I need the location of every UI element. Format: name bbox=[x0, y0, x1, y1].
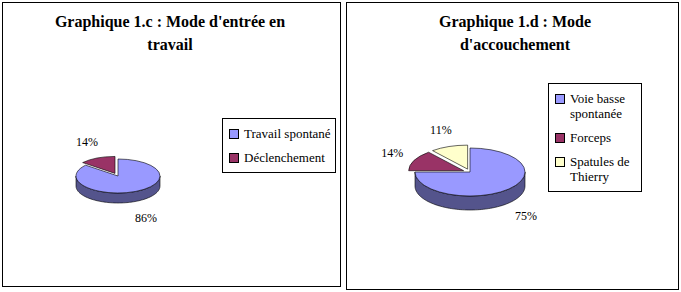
data-label: 11% bbox=[430, 123, 452, 137]
data-label: 14% bbox=[76, 135, 98, 149]
legend: Voie basse spontanée Forceps Spatules de T… bbox=[548, 83, 642, 192]
legend-swatch bbox=[229, 129, 239, 139]
panel-frame bbox=[347, 3, 679, 290]
legend-swatch bbox=[229, 153, 239, 163]
data-label: 86% bbox=[135, 211, 157, 225]
legend-item: Travail spontané bbox=[229, 126, 331, 141]
legend-swatch bbox=[555, 133, 565, 143]
legend-label: Travail spontané bbox=[244, 126, 331, 141]
legend-label: Déclenchement bbox=[244, 150, 325, 165]
pie-slice bbox=[83, 156, 115, 173]
legend-item: Forceps bbox=[555, 130, 637, 145]
panel-frame bbox=[3, 3, 341, 287]
legend-swatch bbox=[555, 157, 565, 167]
chart-title: Graphique 1.d : Mode d'accouchement bbox=[400, 10, 630, 56]
legend-item: Voie basse spontanée bbox=[555, 91, 637, 121]
legend-label: Spatules de Thierry bbox=[570, 154, 630, 184]
legend-item: Spatules de Thierry bbox=[555, 154, 637, 184]
pie-slice bbox=[433, 145, 468, 169]
legend-label: Forceps bbox=[570, 130, 611, 145]
legend: Travail spontané Déclenchement bbox=[222, 118, 336, 173]
legend-item: Déclenchement bbox=[229, 150, 331, 165]
data-label: 14% bbox=[381, 146, 403, 160]
legend-label: Voie basse spontanée bbox=[570, 91, 625, 121]
chart-title: Graphique 1.c : Mode d'entrée en travail bbox=[40, 10, 300, 56]
pie bbox=[409, 145, 525, 210]
legend-swatch bbox=[555, 94, 565, 104]
data-label: 75% bbox=[515, 209, 537, 223]
pie bbox=[76, 156, 160, 203]
